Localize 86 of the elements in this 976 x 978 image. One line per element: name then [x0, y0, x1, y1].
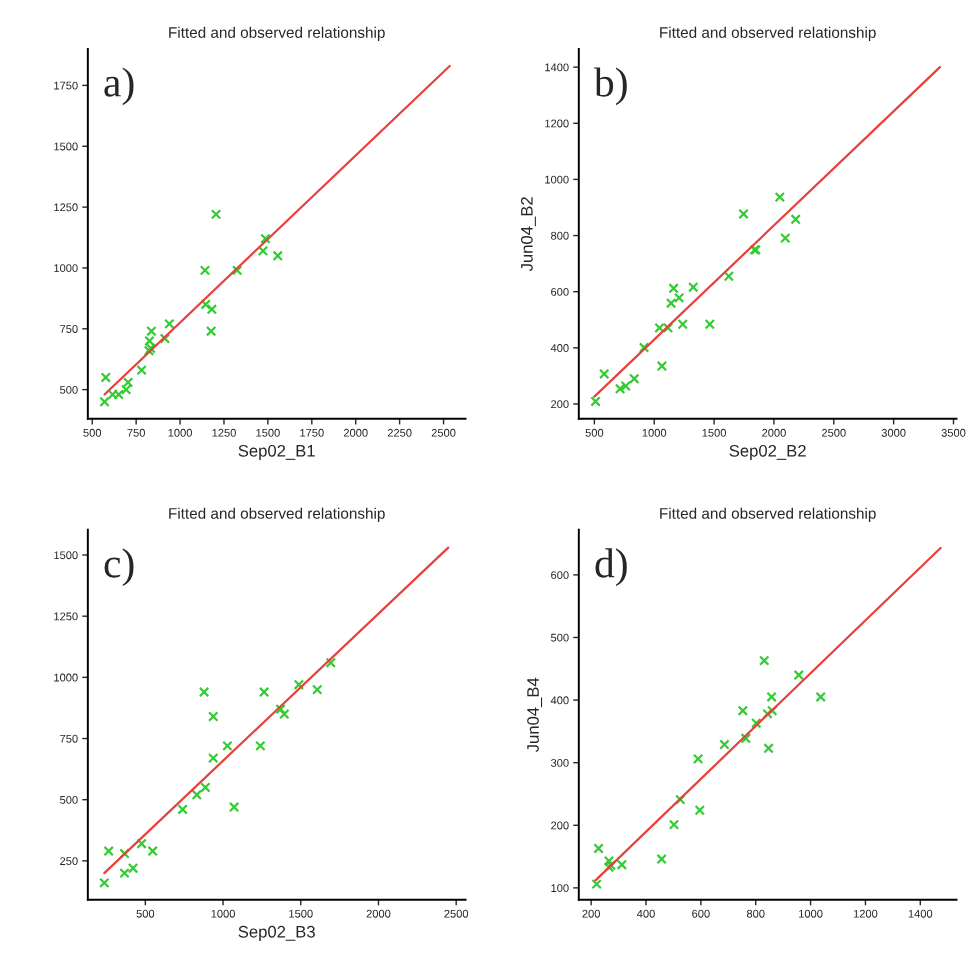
point	[614, 383, 626, 395]
point	[737, 705, 749, 716]
point	[231, 265, 243, 276]
point	[762, 708, 773, 720]
point	[673, 292, 685, 304]
point	[677, 318, 688, 330]
point	[774, 191, 786, 203]
point	[136, 838, 147, 850]
y-axis-title: Jun04_B2	[520, 197, 536, 272]
point	[255, 740, 266, 752]
point	[198, 686, 210, 698]
point	[99, 396, 110, 408]
annotation: a)	[104, 67, 134, 106]
point	[228, 801, 240, 813]
point	[272, 250, 284, 262]
x-axis-title: Sep02_B2	[729, 444, 806, 461]
point	[257, 245, 269, 257]
point	[662, 322, 674, 334]
point	[258, 686, 270, 698]
point	[692, 753, 704, 765]
point	[200, 299, 211, 310]
point	[656, 853, 667, 865]
point	[191, 789, 203, 801]
annotation: d)	[595, 548, 627, 587]
point	[99, 877, 110, 889]
point	[222, 740, 233, 752]
point	[147, 845, 158, 857]
point	[793, 669, 805, 681]
point	[164, 318, 175, 330]
point	[766, 705, 778, 716]
y-axis-title: Jun04_B4	[527, 677, 543, 753]
point	[107, 389, 118, 400]
annotation: b)	[593, 67, 627, 106]
point	[279, 708, 290, 720]
point	[207, 752, 219, 764]
point	[144, 335, 155, 347]
point	[638, 342, 650, 353]
point	[127, 862, 139, 874]
point	[593, 843, 604, 854]
point	[205, 325, 217, 337]
point	[206, 304, 218, 315]
point	[590, 396, 601, 407]
point	[694, 804, 706, 816]
point	[687, 281, 699, 293]
point	[620, 380, 632, 392]
point	[815, 691, 826, 703]
x-axis-title: Sep02_B3	[238, 925, 315, 941]
point	[665, 297, 677, 309]
point	[146, 325, 157, 337]
point	[591, 878, 602, 890]
point	[200, 782, 211, 793]
point	[668, 819, 680, 830]
point	[675, 794, 686, 805]
point	[113, 389, 125, 400]
point	[766, 691, 777, 703]
point	[103, 845, 114, 857]
point	[275, 703, 286, 715]
point	[750, 717, 762, 729]
point	[780, 232, 791, 244]
point	[719, 739, 730, 750]
point	[260, 233, 271, 245]
point	[325, 657, 337, 668]
point	[207, 711, 219, 722]
point	[763, 743, 774, 754]
point	[758, 655, 770, 666]
point	[738, 208, 749, 220]
x-axis-title: Sep02_B1	[238, 444, 315, 461]
point	[598, 368, 610, 380]
point	[704, 318, 716, 330]
point	[136, 364, 147, 376]
point	[790, 214, 801, 225]
point	[159, 333, 171, 344]
point	[723, 270, 735, 282]
point	[122, 377, 134, 388]
annotation: c)	[104, 548, 134, 587]
point	[199, 265, 211, 276]
point	[628, 373, 640, 384]
point	[177, 804, 188, 815]
point	[668, 283, 679, 294]
point	[656, 360, 668, 372]
point	[100, 372, 112, 383]
point	[311, 684, 323, 695]
point	[293, 679, 305, 690]
point	[120, 384, 132, 395]
point	[740, 732, 752, 744]
point	[210, 209, 222, 220]
